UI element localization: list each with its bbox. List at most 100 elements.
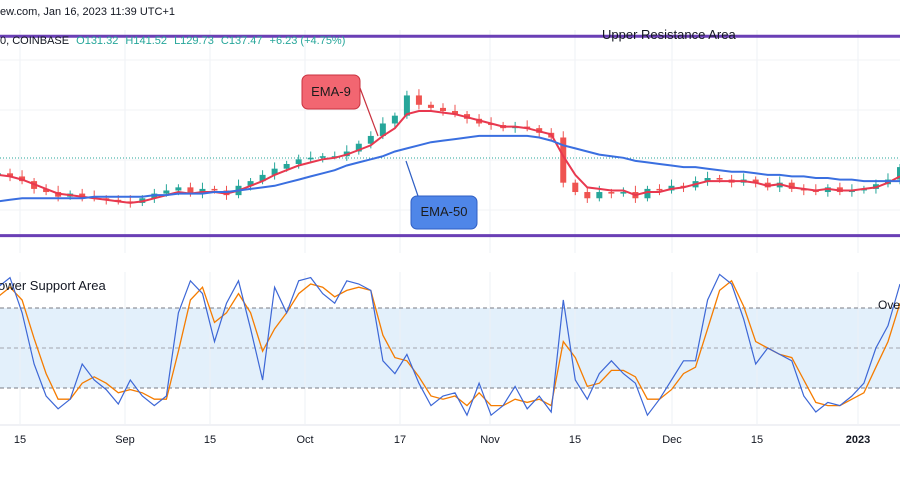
close-value: C137.47 [220, 35, 263, 47]
open-value: O131.32 [76, 35, 119, 47]
candle-body [187, 187, 194, 194]
ema50-callout: EMA-50 [405, 160, 478, 230]
candle-body [79, 193, 86, 197]
candle-body [283, 163, 290, 169]
low-value: L129.73 [174, 35, 214, 47]
change-value: +6.23 (+4.75%) [269, 35, 346, 47]
symbol-exchange: 0, COINBASE [0, 35, 70, 47]
ema50-label: EMA-50 [421, 204, 468, 219]
bearish-candle [79, 188, 86, 202]
bullish-candle [355, 140, 362, 155]
ema50-label-box [410, 195, 478, 230]
candle-body [163, 190, 170, 194]
candle-body [367, 135, 374, 144]
bullish-candle [644, 185, 651, 202]
stochastic-d-line [0, 279, 900, 407]
bearish-candle [584, 187, 591, 203]
time-tick-label: 15 [569, 434, 581, 446]
stochastic-panel: ower Support Area Ove [0, 272, 900, 424]
bullish-candle [391, 112, 398, 129]
candle-body [391, 115, 398, 124]
candle-body [427, 104, 434, 108]
time-tick-label: Nov [480, 434, 500, 446]
candle-body [788, 182, 795, 189]
bullish-candle [307, 151, 314, 163]
ohlc-legend: 0, COINBASE O131.32 H141.52 L129.73 C137… [0, 35, 345, 47]
candle-body [43, 188, 50, 193]
candle-body [439, 107, 446, 112]
candle-body [452, 111, 459, 115]
bearish-candle [788, 179, 795, 193]
candle-body [596, 192, 603, 199]
bullish-candle [199, 182, 206, 199]
bearish-candle [836, 182, 843, 196]
bullish-candle [0, 173, 1, 175]
candle-body [572, 182, 579, 193]
bullish-candle [620, 187, 627, 197]
candle-body [259, 174, 266, 182]
candle-body [716, 178, 723, 180]
price-panel: Upper Resistance Area EMA-9 EMA-50 [0, 27, 900, 253]
ema50-line [0, 134, 900, 203]
candle-body [211, 188, 218, 191]
candle-body [560, 137, 567, 183]
candle-body [7, 173, 14, 177]
time-tick-label: Sep [115, 434, 135, 446]
candle-body [0, 173, 1, 175]
time-tick-label: 15 [751, 434, 763, 446]
bearish-candle [415, 89, 422, 110]
ema9-pointer [359, 87, 379, 137]
ema50-pointer [405, 160, 419, 197]
candles [0, 89, 900, 208]
bearish-candle [439, 103, 446, 116]
ema9-label-box [301, 74, 361, 110]
candle-body [608, 192, 615, 194]
candle-body [355, 143, 362, 152]
candle-body [403, 95, 410, 116]
time-tick-label: 2023 [846, 434, 870, 446]
bullish-candle [271, 162, 278, 180]
time-tick-label: 17 [394, 434, 406, 446]
candle-body [656, 188, 663, 191]
bearish-candle [427, 101, 434, 112]
time-tick-label: Dec [662, 434, 682, 446]
bearish-candle [572, 179, 579, 196]
time-tick-label: Oct [296, 434, 313, 446]
bearish-candle [560, 131, 567, 188]
lower-support-label: ower Support Area [0, 278, 106, 293]
bullish-candle [319, 153, 326, 163]
stochastic-k-line [0, 273, 900, 417]
bearish-candle [7, 168, 14, 182]
candle-body [752, 179, 759, 183]
ema9-line [0, 110, 900, 204]
symbol-exchange-date: ew.com, Jan 16, 2023 11:39 UTC+1 [0, 6, 175, 18]
bearish-candle [656, 184, 663, 196]
candle-body [644, 188, 651, 199]
bearish-candle [452, 104, 459, 118]
bullish-candle [740, 173, 747, 186]
overbought-label: Ove [878, 298, 900, 312]
candle-body [271, 168, 278, 175]
bullish-candle [824, 184, 831, 197]
candle-body [620, 192, 627, 194]
time-axis[interactable]: 15 Sep 15 Oct 17 Nov 15 Dec 15 2023 [14, 434, 870, 446]
time-tick-label: 15 [204, 434, 216, 446]
chart-header: ew.com, Jan 16, 2023 11:39 UTC+1 [0, 6, 175, 18]
bullish-candle [897, 163, 900, 185]
candle-body [379, 123, 386, 136]
candle-body [584, 192, 591, 199]
ema9-label: EMA-9 [311, 84, 351, 99]
candle-body [247, 181, 254, 186]
candle-body [704, 178, 711, 182]
bullish-candle [704, 171, 711, 186]
candle-body [307, 157, 314, 160]
high-value: H141.52 [125, 35, 167, 47]
ema9-callout: EMA-9 [301, 74, 379, 137]
candle-body [319, 156, 326, 158]
candle-body [295, 159, 302, 164]
bullish-candle [668, 179, 675, 194]
time-tick-label: 15 [14, 434, 26, 446]
candle-body [175, 187, 182, 191]
upper-resistance-label: Upper Resistance Area [602, 27, 736, 42]
